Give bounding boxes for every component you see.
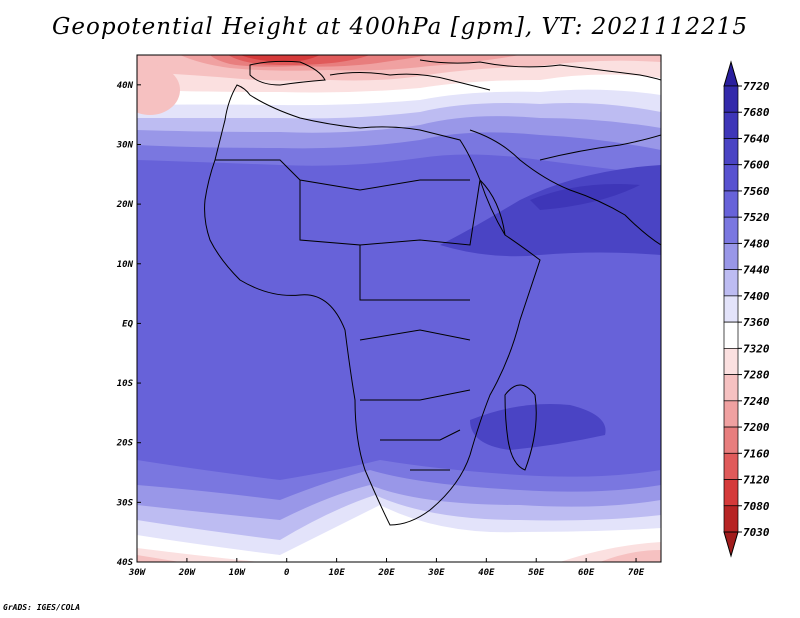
colorbar-label: 7200: [743, 421, 770, 434]
colorbar-label: 7600: [743, 159, 770, 172]
lon-label: 30E: [427, 568, 445, 578]
colorbar-swatch: [723, 190, 739, 218]
colorbar-swatch: [723, 216, 739, 244]
colorbar-swatch: [723, 348, 739, 375]
colorbar-label: 7480: [743, 237, 770, 250]
lon-label: 20W: [178, 568, 197, 578]
credit-text: GrADS: IGES/COLA: [3, 603, 81, 612]
lon-label: 0: [284, 568, 290, 578]
colorbar-swatch: [723, 452, 739, 480]
lat-label: 20S: [116, 439, 134, 449]
colorbar-swatch: [723, 243, 739, 270]
height-field: [137, 55, 661, 562]
colorbar-label: 7400: [743, 290, 770, 303]
lon-label: 10W: [229, 568, 247, 578]
colorbar-label: 7720: [743, 80, 770, 93]
lon-label: 50E: [528, 568, 545, 578]
colorbar-swatches: [723, 60, 739, 558]
colorbar-label: 7240: [743, 395, 770, 408]
colorbar-swatch: [723, 505, 739, 533]
lat-label: 30S: [116, 498, 134, 508]
colorbar-swatch: [723, 321, 739, 349]
map-title: Geopotential Height at 400hPa [gpm], VT:…: [52, 14, 748, 40]
colorbar-swatch: [723, 479, 739, 507]
colorbar-swatch: [723, 164, 739, 192]
lon-label: 10E: [328, 568, 345, 578]
colorbar-swatch: [723, 295, 739, 323]
colorbar-label: 7120: [743, 474, 770, 487]
colorbar-label: 7560: [743, 185, 770, 198]
colorbar-top-triangle: [723, 60, 739, 87]
lat-label: EQ: [122, 319, 133, 329]
colorbar-swatch: [723, 374, 739, 402]
colorbar-bottom-triangle: [723, 531, 739, 558]
lon-label: 30W: [128, 568, 147, 578]
colorbar-label: 7680: [743, 106, 770, 119]
colorbar-label: 7030: [743, 526, 770, 539]
colorbar-label: 7360: [743, 316, 770, 329]
colorbar-label: 7440: [743, 264, 770, 277]
lat-ticks: 40N 30N 20N 10N EQ 10S 20S 30S 40S: [116, 81, 141, 568]
lat-label: 30N: [116, 140, 134, 150]
lon-label: 40E: [478, 568, 495, 578]
coastlines: [204, 59, 661, 526]
colorbar-swatch: [723, 400, 739, 428]
lon-label: 70E: [628, 568, 645, 578]
lat-label: 40S: [117, 558, 134, 568]
colorbar-labels: 7720 7680 7640 7600 7560 7520 7480 7440 7400 7360…: [738, 80, 770, 539]
lat-label: 20N: [116, 200, 134, 210]
lat-label: 10S: [117, 379, 134, 389]
colorbar-swatch: [723, 269, 739, 297]
colorbar-label: 7080: [743, 500, 770, 513]
lat-label: 40N: [117, 81, 134, 91]
colorbar-label: 7160: [743, 447, 770, 460]
lon-label: 20E: [377, 568, 395, 578]
colorbar-swatch: [723, 138, 739, 166]
lon-label: 60E: [578, 568, 595, 578]
map-frame: [136, 54, 662, 563]
lon-ticks: 30W 20W 10W 0 10E 20E 30E 40E 50E 60E 70E: [128, 558, 645, 578]
colorbar-swatch: [723, 85, 739, 113]
colorbar-label: 7280: [743, 369, 770, 382]
colorbar-label: 7520: [743, 211, 770, 224]
colorbar-swatch: [723, 426, 739, 454]
colorbar-label: 7640: [743, 132, 770, 145]
lat-label: 10N: [117, 260, 134, 270]
colorbar-label: 7320: [743, 342, 770, 355]
colorbar-swatch: [723, 111, 739, 139]
